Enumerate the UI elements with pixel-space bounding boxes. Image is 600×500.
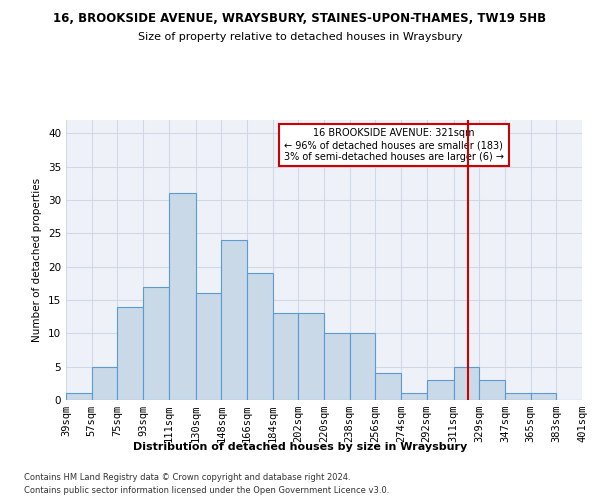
Y-axis label: Number of detached properties: Number of detached properties <box>32 178 43 342</box>
Text: Size of property relative to detached houses in Wraysbury: Size of property relative to detached ho… <box>137 32 463 42</box>
Bar <box>221 240 247 400</box>
Text: 16 BROOKSIDE AVENUE: 321sqm
← 96% of detached houses are smaller (183)
3% of sem: 16 BROOKSIDE AVENUE: 321sqm ← 96% of det… <box>284 128 503 162</box>
Bar <box>272 314 298 400</box>
Bar <box>298 314 324 400</box>
Bar <box>247 274 272 400</box>
Bar <box>427 380 454 400</box>
Bar <box>505 394 530 400</box>
Text: Contains public sector information licensed under the Open Government Licence v3: Contains public sector information licen… <box>24 486 389 495</box>
Bar <box>66 394 92 400</box>
Bar <box>169 194 196 400</box>
Bar <box>401 394 427 400</box>
Bar <box>454 366 479 400</box>
Bar <box>350 334 376 400</box>
Bar <box>479 380 505 400</box>
Text: 16, BROOKSIDE AVENUE, WRAYSBURY, STAINES-UPON-THAMES, TW19 5HB: 16, BROOKSIDE AVENUE, WRAYSBURY, STAINES… <box>53 12 547 26</box>
Bar <box>143 286 169 400</box>
Bar <box>118 306 143 400</box>
Text: Distribution of detached houses by size in Wraysbury: Distribution of detached houses by size … <box>133 442 467 452</box>
Text: Contains HM Land Registry data © Crown copyright and database right 2024.: Contains HM Land Registry data © Crown c… <box>24 472 350 482</box>
Bar <box>92 366 118 400</box>
Bar <box>530 394 556 400</box>
Bar <box>196 294 221 400</box>
Bar <box>376 374 401 400</box>
Bar <box>324 334 350 400</box>
